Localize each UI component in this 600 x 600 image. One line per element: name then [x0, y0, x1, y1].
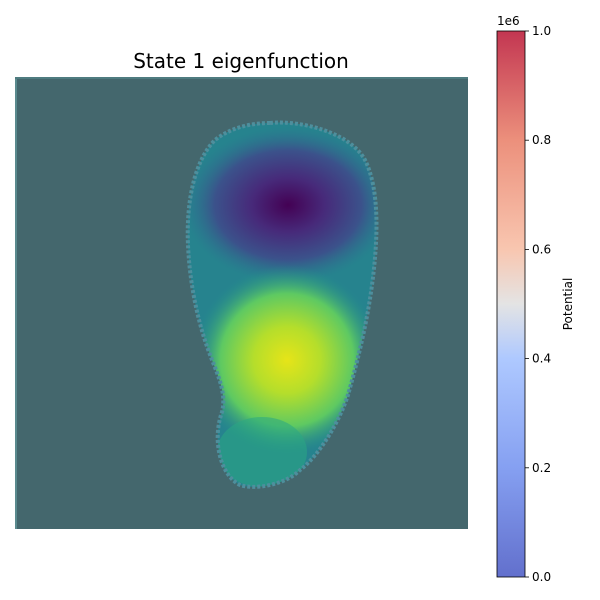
potential-well	[187, 122, 377, 487]
colorbar-tick-label: 0.6	[532, 242, 551, 256]
colorbar: 1e6 0.0 0.2 0.4 0.6 0.8 1.0 Potential	[496, 14, 575, 584]
colorbar-frame	[496, 30, 526, 578]
well-boundary	[185, 120, 379, 489]
colorbar-tick-label: 0.8	[532, 133, 551, 147]
colorbar-tick-label: 0.4	[532, 352, 551, 366]
colorbar-tick-label: 0.0	[532, 570, 551, 584]
chart-title: State 1 eigenfunction	[133, 49, 349, 73]
lower-tail	[217, 417, 307, 487]
colorbar-label: Potential	[561, 278, 575, 331]
positive-lobe	[192, 265, 377, 455]
image-left-edge	[15, 77, 17, 529]
negative-lobe	[187, 127, 377, 283]
heatmap-plot	[15, 77, 468, 529]
colorbar-tick-label: 0.2	[532, 461, 551, 475]
colorbar-ticks: 0.0 0.2 0.4 0.6 0.8 1.0	[525, 24, 551, 584]
colorbar-tick-label: 1.0	[532, 24, 551, 38]
image-top-edge	[15, 77, 468, 79]
colorbar-exponent: 1e6	[497, 14, 520, 28]
colorbar-gradient	[497, 31, 525, 577]
